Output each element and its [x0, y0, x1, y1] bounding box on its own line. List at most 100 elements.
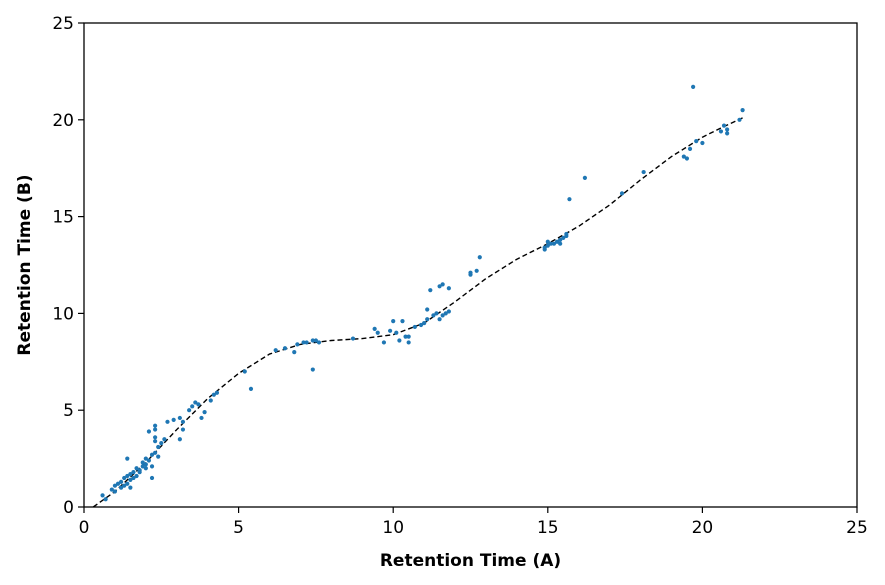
- data-point: [700, 140, 705, 146]
- x-axis-ticks: 0 5 10 15 20 25: [79, 507, 868, 538]
- y-tick-label: 20: [52, 111, 74, 131]
- data-point: [112, 489, 118, 494]
- data-point: [381, 340, 387, 345]
- data-point: [153, 450, 158, 455]
- data-point: [100, 493, 105, 498]
- data-point: [545, 243, 550, 248]
- data-point: [310, 338, 315, 343]
- data-point: [180, 419, 186, 424]
- data-point: [177, 415, 182, 421]
- data-point: [242, 369, 247, 374]
- data-point: [199, 415, 204, 421]
- data-point: [125, 456, 130, 461]
- data-point: [162, 437, 167, 442]
- data-point: [156, 454, 161, 459]
- data-point: [721, 123, 727, 128]
- data-point: [316, 340, 322, 345]
- data-point: [558, 237, 563, 242]
- data-point: [125, 473, 130, 479]
- y-tick-label: 15: [52, 208, 74, 228]
- data-point: [119, 479, 124, 484]
- x-tick-label: 15: [537, 518, 559, 538]
- data-point: [641, 169, 646, 175]
- data-point: [443, 311, 448, 316]
- data-point: [434, 311, 439, 316]
- data-point: [190, 404, 195, 409]
- data-point: [740, 108, 745, 113]
- data-point: [412, 324, 417, 330]
- y-tick-label: 0: [63, 498, 74, 518]
- data-point: [208, 398, 213, 403]
- data-point: [128, 485, 133, 490]
- data-point: [248, 386, 254, 391]
- data-point: [545, 239, 550, 244]
- data-point: [564, 231, 569, 237]
- data-point: [310, 367, 315, 372]
- plot-area-frame: [83, 22, 858, 508]
- data-point: [725, 131, 730, 136]
- data-point: [134, 466, 139, 471]
- x-tick-label: 20: [692, 518, 714, 538]
- data-point: [159, 441, 164, 446]
- data-point: [211, 392, 216, 397]
- data-point: [143, 466, 148, 471]
- y-axis-title: Retention Time (B): [15, 174, 35, 355]
- data-point: [153, 435, 158, 440]
- data-point: [397, 338, 402, 343]
- data-point: [425, 317, 430, 322]
- data-point: [153, 427, 158, 432]
- data-point: [153, 423, 158, 428]
- data-point: [131, 475, 136, 481]
- data-point: [112, 483, 118, 488]
- data-point: [177, 437, 182, 442]
- data-point: [282, 346, 288, 351]
- data-point: [687, 146, 693, 151]
- data-point: [149, 475, 155, 481]
- data-point: [122, 475, 127, 481]
- data-point: [143, 462, 148, 467]
- x-tick-label: 25: [846, 518, 868, 538]
- y-tick-label: 5: [63, 401, 74, 421]
- x-tick-label: 10: [382, 518, 404, 538]
- points-layer: [100, 84, 745, 502]
- data-point: [143, 456, 148, 461]
- data-point: [131, 470, 136, 475]
- data-point: [187, 408, 192, 413]
- data-point: [548, 241, 553, 246]
- x-tick-label: 5: [233, 518, 244, 538]
- data-point: [146, 429, 152, 434]
- data-point: [474, 268, 479, 273]
- data-point: [171, 417, 176, 422]
- data-point: [567, 197, 572, 202]
- data-point: [542, 245, 547, 250]
- data-point: [122, 483, 127, 488]
- data-point: [125, 481, 130, 486]
- data-point: [437, 284, 442, 289]
- data-point: [193, 400, 198, 405]
- data-point: [558, 241, 563, 246]
- data-point: [394, 330, 399, 335]
- data-point: [196, 402, 201, 407]
- data-point: [149, 464, 155, 469]
- data-point: [156, 444, 161, 450]
- data-point: [109, 487, 114, 492]
- data-point: [406, 334, 411, 339]
- data-point: [446, 286, 451, 291]
- data-point: [406, 340, 411, 345]
- data-point: [400, 319, 405, 324]
- data-point: [115, 481, 121, 486]
- data-point: [295, 342, 300, 347]
- data-point: [304, 340, 309, 345]
- data-point: [134, 473, 139, 479]
- data-point: [468, 270, 473, 275]
- data-point: [691, 84, 696, 89]
- data-point: [103, 497, 108, 502]
- data-point: [725, 127, 730, 132]
- data-point: [418, 322, 424, 328]
- data-point: [214, 390, 220, 395]
- data-point: [446, 309, 451, 314]
- data-point: [718, 129, 724, 134]
- data-point: [292, 350, 297, 355]
